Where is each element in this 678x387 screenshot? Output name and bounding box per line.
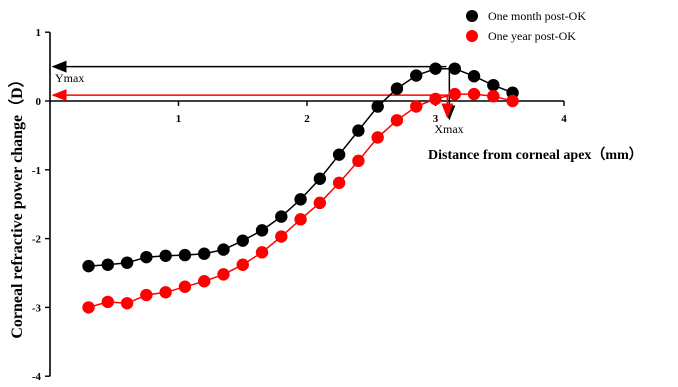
- y-tick-label: -1: [32, 165, 41, 177]
- data-point-series-1: [371, 100, 384, 113]
- data-point-series-2: [82, 301, 95, 314]
- data-point-series-1: [487, 78, 500, 92]
- x-tick-label: 3: [433, 113, 439, 125]
- y-tick-label: 0: [36, 96, 42, 108]
- data-point-series-1: [332, 148, 346, 161]
- data-point-series-1: [236, 234, 249, 247]
- data-point-series-1: [82, 259, 95, 273]
- data-point-series-2: [140, 288, 153, 302]
- data-point-series-1: [410, 69, 423, 82]
- data-point-series-2: [178, 280, 192, 293]
- data-point-series-2: [487, 89, 500, 103]
- data-point-series-2: [506, 94, 519, 108]
- legend: One month post-OK One year post-OK: [466, 9, 586, 43]
- data-point-series-1: [429, 62, 442, 75]
- data-point-series-1: [198, 247, 211, 260]
- data-point-series-1: [255, 224, 269, 237]
- data-point-series-1: [159, 249, 172, 262]
- data-point-series-2: [371, 131, 384, 144]
- data-point-series-2: [255, 246, 269, 259]
- data-point-series-1: [448, 62, 461, 75]
- x-tick-label: 1: [176, 113, 182, 125]
- data-point-series-2: [332, 176, 346, 190]
- data-point-series-1: [275, 210, 288, 223]
- data-point-series-2: [101, 295, 115, 309]
- data-point-series-2: [467, 87, 481, 101]
- data-point-series-1: [294, 193, 307, 206]
- series-layer: [82, 62, 519, 314]
- x-tick-label: 4: [561, 113, 567, 125]
- data-point-series-1: [352, 124, 365, 137]
- data-point-series-2: [159, 286, 172, 299]
- data-point-series-1: [101, 258, 115, 271]
- data-point-series-2: [294, 213, 307, 226]
- legend-label-1: One month post-OK: [488, 9, 586, 23]
- data-point-series-1: [120, 256, 134, 269]
- data-point-series-2: [352, 154, 365, 168]
- legend-marker-1: [466, 10, 478, 22]
- y-axis-title: Corneal refractive power change（D）: [8, 71, 26, 338]
- legend-label-2: One year post-OK: [488, 29, 576, 43]
- data-point-series-1: [390, 82, 404, 95]
- y-tick-label: 1: [36, 27, 42, 39]
- legend-marker-2: [466, 30, 478, 42]
- data-point-series-2: [120, 297, 134, 310]
- x-tick-label: 2: [304, 113, 310, 125]
- data-point-series-2: [410, 100, 423, 113]
- data-point-series-1: [313, 172, 327, 185]
- data-point-series-2: [448, 87, 461, 101]
- data-point-series-1: [217, 243, 230, 256]
- x-axis-title: Distance from corneal apex（mm）: [428, 147, 643, 163]
- data-point-series-2: [198, 275, 211, 288]
- y-tick-label: -3: [32, 302, 42, 314]
- data-point-series-2: [236, 258, 249, 271]
- y-tick-label: -2: [32, 234, 42, 246]
- data-point-series-2: [429, 92, 442, 106]
- data-point-series-2: [217, 268, 230, 281]
- ymax-label: Ymax: [55, 71, 84, 85]
- data-point-series-1: [467, 70, 481, 83]
- data-point-series-2: [390, 114, 404, 127]
- data-point-series-1: [178, 248, 192, 262]
- y-tick-label: -4: [32, 371, 42, 383]
- annotations: Ymax Xmax: [51, 60, 464, 136]
- data-point-series-2: [275, 230, 288, 243]
- data-point-series-2: [313, 196, 327, 210]
- xmax-label: Xmax: [434, 122, 463, 136]
- data-point-series-1: [140, 250, 153, 264]
- axes: 1 0 -1 -2 -3 -4 1 2 3 4: [32, 27, 567, 383]
